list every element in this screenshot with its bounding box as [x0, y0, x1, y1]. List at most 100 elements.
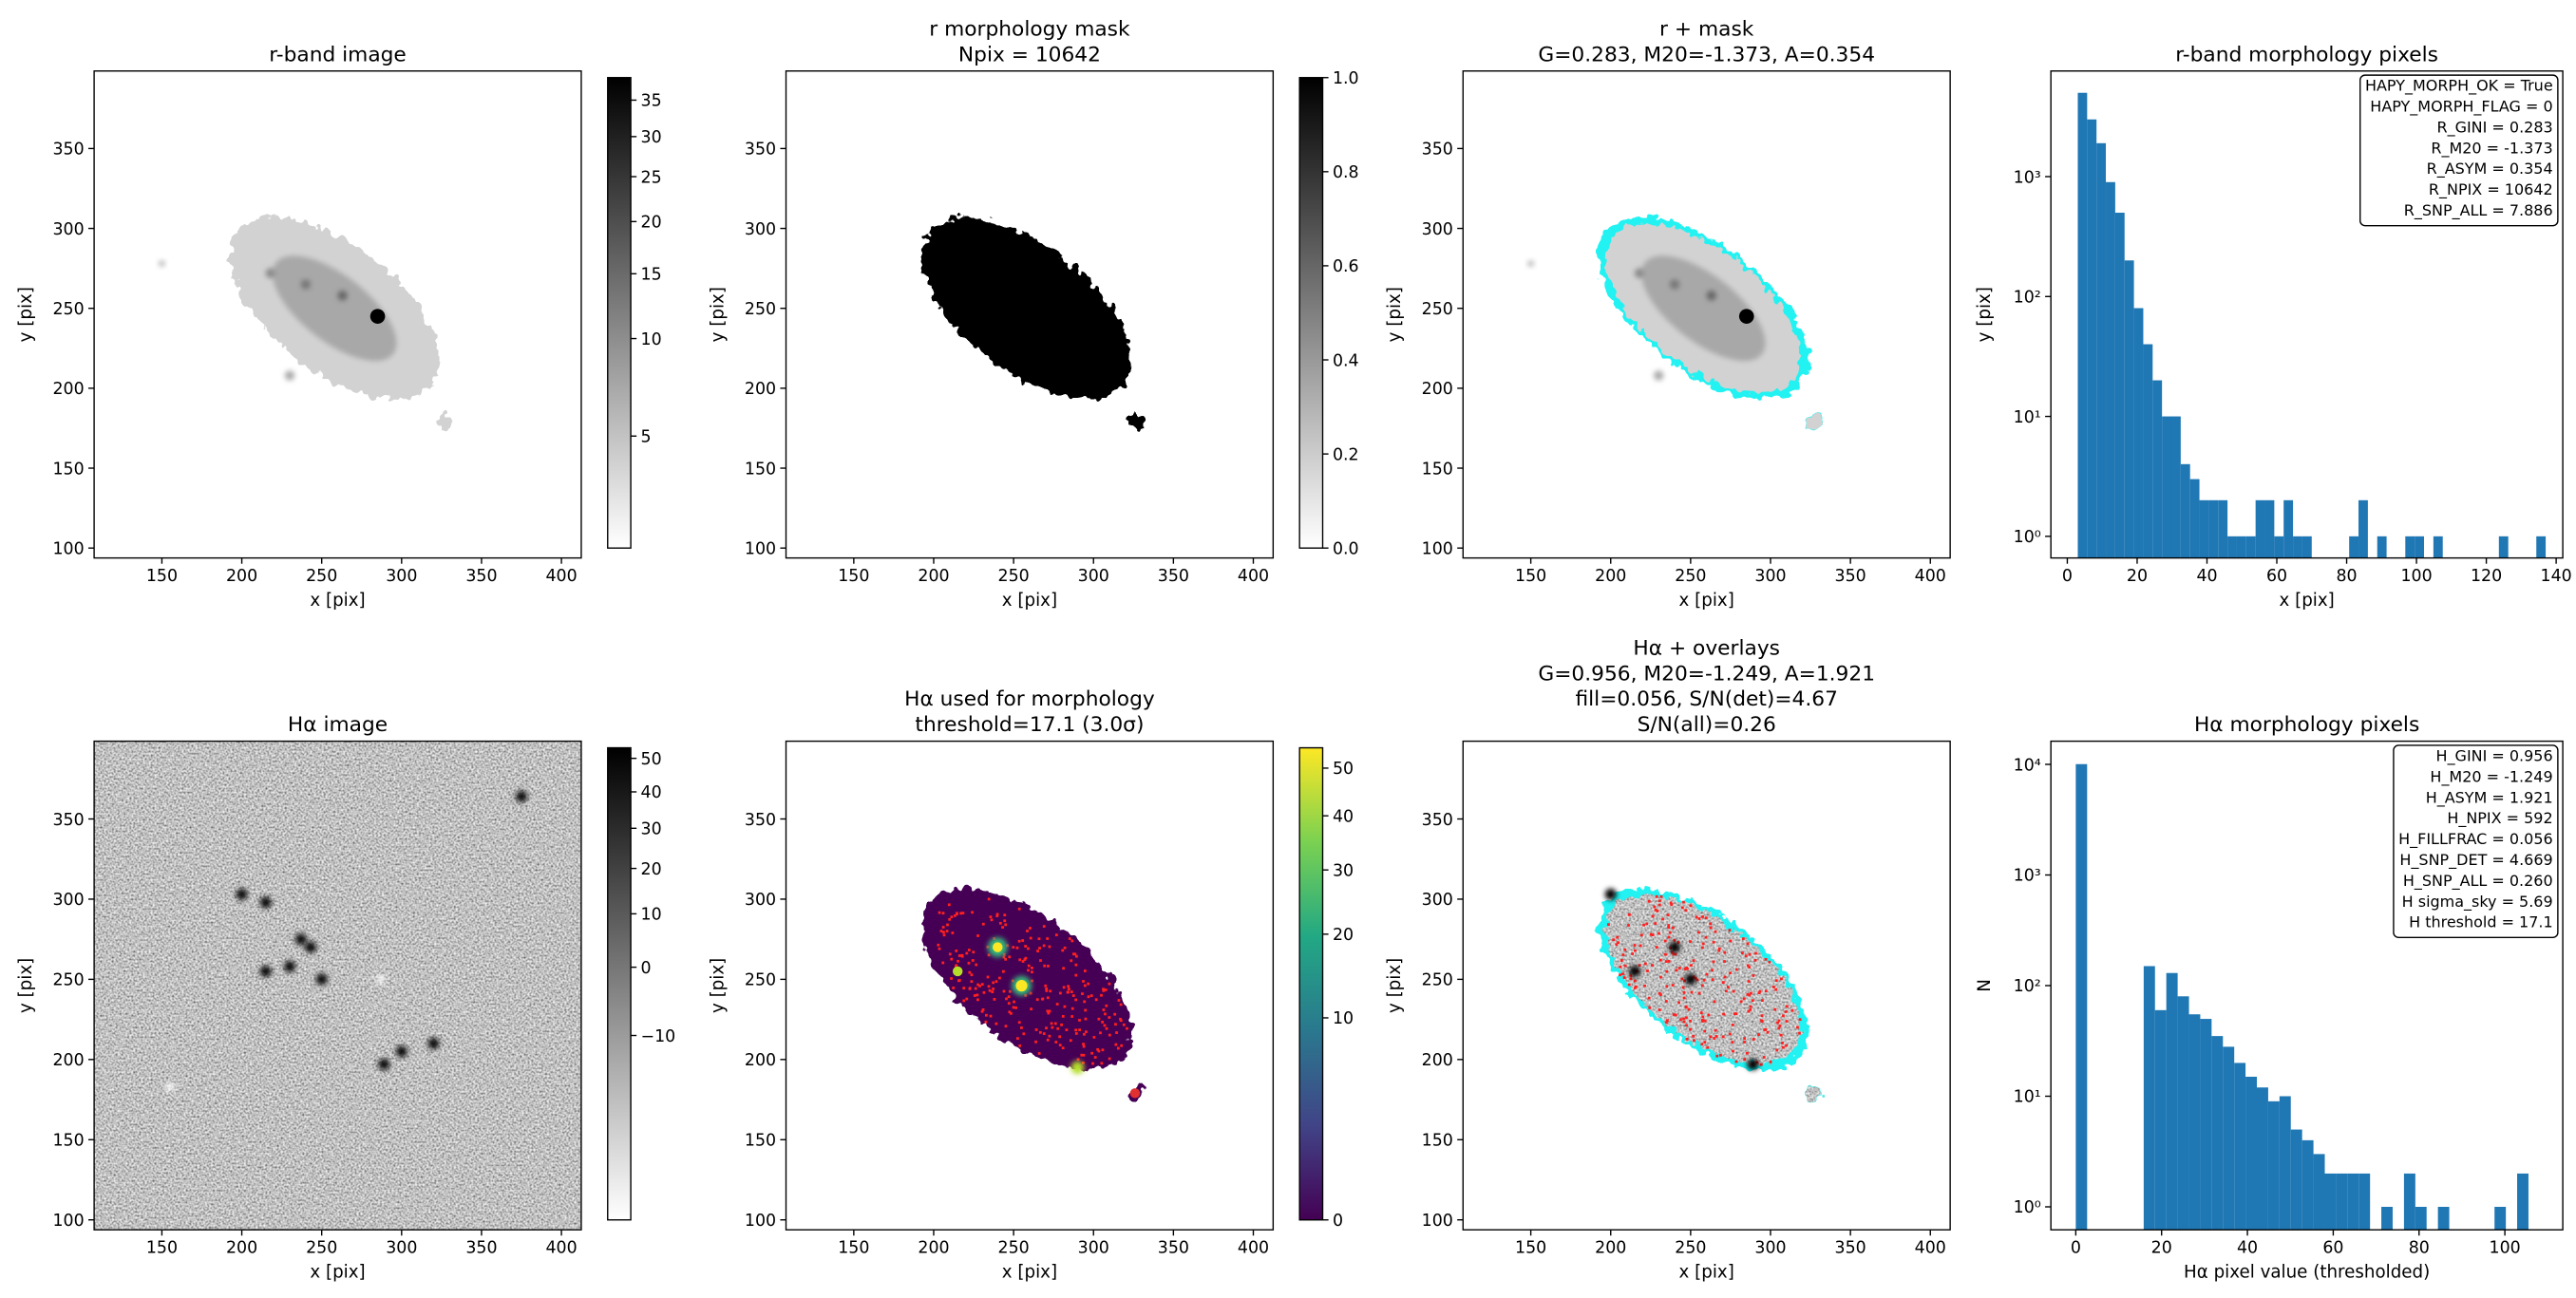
colorbar-tick-label: 0.8: [1333, 163, 1359, 182]
bar: [2166, 972, 2178, 1231]
speckle: [1721, 1035, 1725, 1039]
speckle: [1063, 946, 1067, 950]
speckle: [1675, 969, 1678, 972]
speckle: [1746, 964, 1750, 968]
speckle: [1695, 978, 1699, 982]
y-tick-label: 10¹: [2014, 1088, 2041, 1107]
speckle: [1616, 935, 1619, 939]
speckle: [1728, 929, 1732, 931]
speckle: [1045, 987, 1049, 990]
y-tick-label: 100: [1422, 1212, 1453, 1231]
speckle: [967, 961, 971, 965]
x-tick-label: 250: [306, 567, 337, 586]
speckle: [1648, 1006, 1652, 1009]
bar: [2313, 1154, 2325, 1231]
panel-title: threshold=17.1 (3.0σ): [915, 713, 1144, 737]
speckle: [1058, 991, 1062, 995]
y-tick-label: 300: [52, 891, 84, 910]
x-tick-label: 250: [1675, 567, 1706, 586]
annotation: H_GINI = 0.956 H_M20 = -1.249 H_ASYM = 1.9…: [2393, 744, 2559, 938]
y-tick-label: 250: [52, 300, 84, 319]
x-axis-label: x [pix]: [310, 591, 365, 611]
speckle: [1004, 1025, 1008, 1028]
bar: [2133, 308, 2144, 558]
speckle: [1001, 926, 1004, 929]
speckle: [1771, 986, 1775, 988]
speckle: [1083, 1032, 1086, 1036]
y-axis-label: y [pix]: [1385, 958, 1405, 1013]
speckle: [1731, 1023, 1734, 1026]
x-tick-label: 400: [1915, 567, 1946, 586]
speckle: [1759, 1063, 1763, 1066]
x-tick-label: 80: [2336, 567, 2357, 586]
speckle: [989, 1014, 993, 1018]
speckle: [1070, 1006, 1074, 1010]
speckle: [1013, 1000, 1015, 1004]
image-feature: [1129, 1088, 1141, 1099]
annotation-line: H_M20 = -1.249: [2430, 767, 2552, 786]
x-tick-label: 400: [545, 567, 577, 586]
speckle: [1043, 964, 1047, 968]
speckle: [1682, 1017, 1685, 1021]
image-feature: [952, 966, 963, 977]
annotation-line: H_SNP_ALL = 0.260: [2403, 872, 2553, 891]
speckle: [992, 981, 995, 985]
speckle: [1008, 989, 1012, 993]
image-feature: [259, 896, 272, 909]
speckle: [1034, 1028, 1038, 1031]
speckle: [1070, 990, 1073, 993]
galaxy-mask: [921, 217, 1146, 430]
speckle: [1700, 1043, 1704, 1046]
speckle: [1696, 931, 1700, 934]
speckle: [1761, 999, 1764, 1002]
speckle: [1047, 965, 1050, 968]
speckle: [1103, 1024, 1107, 1027]
speckle: [1097, 1049, 1101, 1053]
y-tick-label: 350: [52, 141, 84, 160]
speckle: [1677, 967, 1681, 969]
panel-title: Hα image: [288, 713, 388, 737]
image-feature: [236, 888, 248, 900]
speckle: [945, 930, 949, 933]
speckle: [1687, 1007, 1691, 1011]
image-feature: [300, 279, 312, 290]
speckle: [1101, 1021, 1105, 1024]
bar: [2245, 536, 2256, 558]
axes-frame: [1462, 70, 1951, 559]
speckle: [1679, 1018, 1682, 1022]
speckle: [957, 979, 960, 983]
speckle: [1015, 946, 1019, 950]
speckle: [1070, 1015, 1074, 1018]
panel-title: Npix = 10642: [958, 43, 1101, 66]
speckle: [1031, 970, 1033, 974]
speckle: [1017, 1021, 1021, 1025]
colorbar-tick-label: 0.2: [1333, 445, 1359, 464]
speckle: [1044, 984, 1048, 988]
speckle: [1703, 1041, 1707, 1044]
speckle: [1074, 998, 1078, 1002]
speckle: [1035, 998, 1039, 1002]
y-tick-label: 350: [745, 141, 776, 160]
y-tick-label: 10⁰: [2014, 1198, 2041, 1217]
speckle: [1680, 977, 1684, 981]
speckle: [1689, 904, 1693, 908]
colorbar: [1298, 746, 1324, 1221]
y-tick-label: 200: [1422, 380, 1453, 399]
speckle: [1078, 1028, 1081, 1032]
y-tick-label: 350: [52, 811, 84, 830]
colorbar-tick-label: 50: [641, 750, 662, 769]
speckle: [1785, 1044, 1788, 1047]
bar: [2208, 499, 2219, 558]
speckle: [1690, 964, 1693, 967]
speckle: [1664, 1000, 1668, 1003]
panel-title: G=0.283, M20=-1.373, A=0.354: [1538, 43, 1875, 66]
speckle: [1068, 937, 1071, 940]
speckle: [939, 930, 943, 932]
speckle: [1776, 1021, 1779, 1025]
speckle: [1092, 1036, 1096, 1039]
speckle: [1105, 1004, 1108, 1007]
annotation-line: H_GINI = 0.956: [2436, 746, 2553, 765]
speckle: [1747, 1009, 1751, 1013]
speckle: [1739, 1000, 1743, 1004]
speckle: [957, 954, 961, 957]
